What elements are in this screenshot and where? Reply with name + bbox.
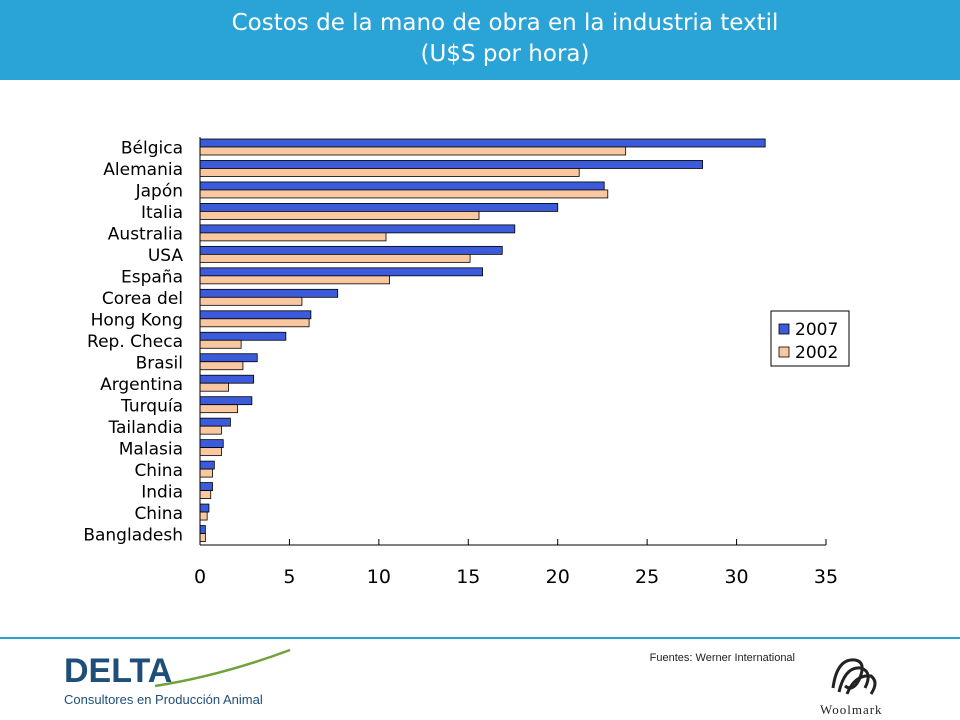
bar-2002 <box>199 425 222 435</box>
y-tick-label: China <box>134 504 183 524</box>
y-tick-label: Japón <box>135 182 183 202</box>
bar-2007 <box>199 525 206 534</box>
delta-logo: DELTA Consultores en Producción Animal <box>64 648 291 707</box>
page-subtitle: (U$S por hora) <box>420 41 590 67</box>
bar-2007 <box>199 374 255 384</box>
bar-2002 <box>199 168 580 177</box>
bar-2002 <box>199 211 480 220</box>
legend-box <box>770 310 850 367</box>
y-tick-label: España <box>121 268 183 288</box>
y-tick-label: Argentina <box>100 375 183 395</box>
x-tick-label: 15 <box>456 566 480 588</box>
x-tick-label: 25 <box>635 566 659 588</box>
title-banner: Costos de la mano de obra en la industri… <box>0 0 960 80</box>
bar-2002 <box>199 490 212 499</box>
bar-2002 <box>199 296 303 306</box>
bar-2002 <box>199 146 627 156</box>
y-tick-label: Tailandia <box>107 418 183 438</box>
x-tick-label: 20 <box>546 566 570 588</box>
bar-2007 <box>199 138 766 148</box>
y-tick-label: India <box>141 482 183 502</box>
bar-2002 <box>199 361 244 371</box>
y-tick-label: Italia <box>141 203 183 223</box>
y-tick-label: Rep. Checa <box>87 332 183 352</box>
bar-2002 <box>199 318 310 328</box>
x-tick-label: 35 <box>814 566 838 588</box>
bar-2007 <box>199 310 312 320</box>
y-tick-label: Corea del <box>102 289 183 309</box>
bar-2002 <box>199 511 208 521</box>
page-title: Costos de la mano de obra en la industri… <box>231 10 779 36</box>
y-tick-label: Bangladesh <box>83 525 183 545</box>
bar-2007 <box>199 160 703 169</box>
bar-2002 <box>199 275 390 285</box>
bar-2002 <box>199 382 230 392</box>
y-tick-label: China <box>134 461 183 481</box>
y-tick-label: Malasia <box>119 439 183 459</box>
woolmark-logo: Woolmark <box>820 658 883 717</box>
legend-label: 2007 <box>795 320 838 340</box>
bar-2007 <box>199 482 213 491</box>
source-note: Fuentes: Werner International <box>649 652 795 664</box>
bar-2007 <box>199 245 503 255</box>
bar-2002 <box>199 232 387 242</box>
bar-2007 <box>199 181 605 191</box>
bar-2007 <box>199 224 516 234</box>
bar-2007 <box>199 267 483 277</box>
y-tick-label: Bélgica <box>121 139 183 159</box>
bar-2002 <box>199 339 242 349</box>
x-tick-label: 0 <box>194 566 206 588</box>
y-tick-label: Brasil <box>136 353 183 373</box>
y-tick-label: Alemania <box>103 160 183 180</box>
legend-label: 2002 <box>795 343 838 363</box>
footer-divider <box>0 637 960 639</box>
bar-2002 <box>199 253 471 263</box>
y-tick-label: USA <box>148 246 184 266</box>
bar-2007 <box>199 353 258 363</box>
y-tick-label: Australia <box>108 225 183 245</box>
legend-swatch-2007 <box>778 323 790 335</box>
delta-logo-word: DELTA <box>64 652 172 690</box>
bar-2002 <box>199 447 222 457</box>
woolmark-logo-word: Woolmark <box>820 702 883 717</box>
bar-chart: BélgicaAlemaniaJapónItaliaAustraliaUSAEs… <box>83 137 850 588</box>
x-tick-label: 30 <box>724 566 748 588</box>
bar-2002 <box>199 468 213 478</box>
bar-2007 <box>199 331 287 341</box>
bar-2007 <box>199 203 559 212</box>
bar-2007 <box>199 396 253 406</box>
legend-swatch-2002 <box>778 346 790 358</box>
bar-2007 <box>199 439 224 449</box>
bar-2007 <box>199 417 231 427</box>
bar-2007 <box>199 503 210 513</box>
bar-2002 <box>199 533 206 542</box>
bar-2007 <box>199 288 339 298</box>
bar-2007 <box>199 460 215 470</box>
bar-2002 <box>199 189 609 199</box>
bar-2002 <box>199 404 238 414</box>
x-tick-label: 5 <box>283 566 295 588</box>
y-tick-label: Turquía <box>120 396 183 416</box>
delta-logo-subtitle: Consultores en Producción Animal <box>64 692 263 707</box>
woolmark-icon <box>831 658 877 695</box>
y-tick-label: Hong Kong <box>91 311 183 331</box>
x-tick-label: 10 <box>367 566 391 588</box>
